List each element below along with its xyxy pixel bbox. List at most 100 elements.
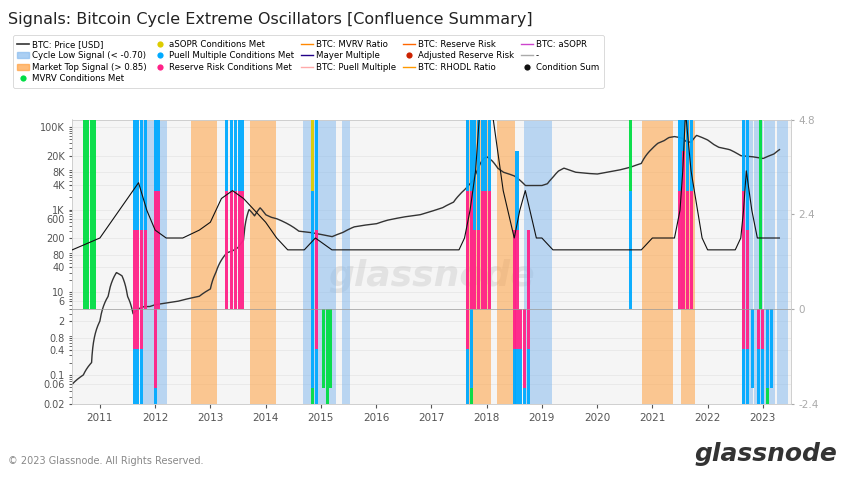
Bar	[515, 151, 518, 230]
Bar	[143, 120, 167, 404]
Bar	[139, 309, 143, 348]
Bar	[466, 191, 469, 309]
Bar	[89, 72, 93, 309]
Bar	[322, 309, 326, 388]
Bar	[225, 33, 229, 191]
Legend: BTC: Price [USD], Cycle Low Signal (< -0.70), Market Top Signal (> 0.85), MVRV C: BTC: Price [USD], Cycle Low Signal (< -0…	[13, 35, 604, 88]
Bar	[519, 428, 523, 478]
Bar	[136, 428, 139, 467]
Bar	[754, 120, 763, 404]
Bar	[241, 0, 244, 72]
Bar	[742, 0, 745, 191]
Bar	[241, 191, 244, 309]
Bar	[473, 230, 476, 309]
Bar	[742, 428, 745, 478]
Bar	[686, 0, 688, 191]
Bar	[136, 0, 139, 72]
Text: glassnode: glassnode	[328, 259, 535, 293]
Text: glassnode: glassnode	[694, 442, 837, 466]
Bar	[133, 33, 136, 111]
Bar	[689, 191, 693, 309]
Bar	[326, 309, 329, 428]
Bar	[742, 309, 745, 348]
Bar	[746, 0, 749, 72]
Bar	[496, 120, 515, 404]
Bar	[234, 191, 237, 309]
Bar	[157, 191, 160, 309]
Bar	[93, 33, 96, 309]
Bar	[746, 72, 749, 230]
Bar	[329, 309, 332, 388]
Bar	[154, 467, 156, 478]
Bar	[139, 428, 143, 478]
Bar	[234, 0, 237, 72]
Bar	[315, 33, 318, 111]
Bar	[133, 428, 136, 467]
Bar	[762, 348, 764, 428]
Bar	[136, 230, 139, 309]
Bar	[315, 309, 318, 348]
Bar	[678, 191, 682, 309]
Bar	[154, 309, 156, 388]
Bar	[629, 72, 632, 191]
Bar	[762, 309, 764, 348]
Bar	[689, 0, 693, 33]
Bar	[477, 230, 480, 309]
Bar	[315, 467, 318, 478]
Bar	[689, 33, 693, 191]
Bar	[191, 120, 217, 404]
Bar	[742, 120, 753, 404]
Bar	[139, 111, 143, 230]
Bar	[484, 33, 487, 191]
Bar	[470, 191, 473, 309]
Bar	[484, 0, 487, 33]
Bar	[234, 72, 237, 191]
Bar	[766, 388, 768, 467]
Bar	[526, 230, 530, 309]
Bar	[86, 0, 89, 309]
Bar	[470, 388, 473, 467]
Bar	[473, 0, 476, 33]
Bar	[315, 348, 318, 428]
Bar	[225, 191, 229, 309]
Bar	[470, 0, 473, 191]
Bar	[139, 0, 143, 111]
Bar	[526, 428, 530, 467]
Bar	[250, 120, 275, 404]
Bar	[751, 309, 755, 388]
Bar	[473, 33, 476, 230]
Bar	[466, 309, 469, 348]
Bar	[311, 388, 314, 467]
Bar	[757, 348, 760, 428]
Bar	[470, 309, 473, 388]
Text: Signals: Bitcoin Cycle Extreme Oscillators [Confluence Summary]: Signals: Bitcoin Cycle Extreme Oscillato…	[8, 12, 533, 27]
Bar	[139, 348, 143, 428]
Bar	[484, 191, 487, 309]
Bar	[515, 309, 518, 348]
Bar	[742, 191, 745, 309]
Bar	[746, 348, 749, 428]
Bar	[683, 0, 685, 151]
Bar	[238, 191, 241, 309]
Bar	[481, 33, 484, 191]
Bar	[311, 191, 314, 309]
Bar	[133, 111, 136, 230]
Bar	[629, 191, 632, 309]
Bar	[766, 467, 768, 478]
Bar	[643, 120, 673, 404]
Bar	[238, 0, 241, 33]
Bar	[139, 230, 143, 309]
Bar	[757, 309, 760, 348]
Bar	[488, 0, 491, 72]
Bar	[769, 309, 773, 388]
Bar	[466, 348, 469, 428]
Bar	[342, 120, 349, 404]
Bar	[513, 230, 516, 309]
Bar	[154, 191, 156, 309]
Bar	[230, 191, 233, 309]
Bar	[515, 428, 518, 478]
Bar	[481, 191, 484, 309]
Bar	[83, 33, 86, 309]
Bar	[311, 467, 314, 478]
Bar	[154, 72, 156, 191]
